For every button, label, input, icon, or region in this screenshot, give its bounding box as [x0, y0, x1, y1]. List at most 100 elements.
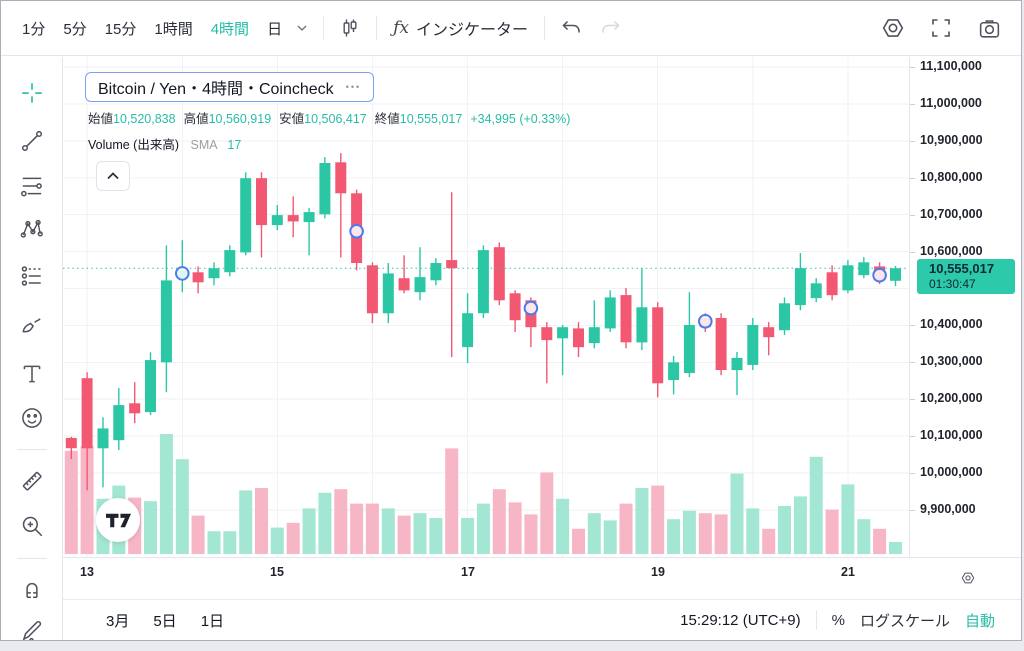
percent-scale-button[interactable]: % [831, 611, 845, 629]
timeframe-group: 1分 5分 15分 1時間 4時間日 [13, 11, 291, 45]
ohlc-value: 10,520,838 [113, 112, 176, 126]
xabcd-pattern-icon [20, 219, 43, 238]
price-tick-mark [910, 67, 915, 68]
price-tick-label: 11,100,000 [920, 59, 982, 73]
price-axis[interactable]: 10,555,017 01:30:47 11,100,000 11,000,000… [909, 57, 1021, 557]
fib-retracement-tool-button[interactable] [18, 172, 46, 200]
trend-line-tool-button[interactable] [18, 127, 46, 155]
chart-style-button[interactable] [334, 12, 366, 44]
undo-icon [562, 20, 580, 33]
magnet-tool-button[interactable] [18, 574, 46, 602]
volume-legend-row: Volume (出来高) SMA 17 [88, 134, 570, 153]
time-tick-label: 13 [80, 565, 94, 579]
gear-icon [961, 572, 975, 584]
brush-tool-button[interactable] [18, 309, 46, 337]
text-tool-button[interactable] [18, 360, 46, 388]
price-tick-mark [910, 362, 915, 363]
candlestick-chart[interactable] [63, 57, 909, 557]
more-options-icon[interactable]: ••• [345, 82, 362, 92]
trade-marker[interactable] [175, 266, 190, 281]
price-tick-label: 10,200,000 [920, 391, 983, 405]
ruler-icon [22, 471, 42, 491]
toolbar-divider [543, 16, 545, 40]
price-tick-mark [910, 178, 915, 179]
clock-button[interactable]: 15:29:12 (UTC+9) [680, 611, 801, 629]
time-tick-label: 19 [651, 565, 665, 579]
trade-marker[interactable] [349, 224, 364, 239]
brush-icon [22, 318, 41, 333]
bar-countdown: 01:30:47 [929, 276, 976, 291]
timeframe-button[interactable]: 4時間 [202, 11, 258, 45]
forecast-tool-button[interactable] [18, 262, 46, 290]
indicators-button[interactable]: ƒx インジケーター [387, 11, 534, 45]
timeframe-button[interactable]: 日 [258, 11, 291, 45]
price-tick-mark [910, 473, 915, 474]
ruler-tool-button[interactable] [18, 467, 46, 495]
date-range-button[interactable]: 1日 [192, 607, 233, 634]
price-tick-mark [910, 399, 915, 400]
fullscreen-button[interactable] [925, 12, 957, 44]
price-tick-label: 10,600,000 [920, 244, 983, 258]
text-icon [23, 365, 41, 383]
camera-button[interactable] [973, 12, 1005, 44]
date-range-button[interactable]: 3月 [97, 607, 138, 634]
auto-scale-button[interactable]: 自動 [965, 610, 995, 631]
price-tick-label: 10,100,000 [920, 428, 983, 442]
chart-legend: Bitcoin / Yen・4時間・Coincheck ••• 始値10,520… [85, 72, 570, 153]
last-price-badge: 10,555,017 01:30:47 [917, 259, 1015, 294]
candlestick-style-icon [343, 19, 357, 37]
axis-settings-button[interactable] [954, 564, 982, 592]
fx-icon: ƒx [393, 18, 409, 38]
ohlc-label: 高値 [183, 112, 209, 126]
date-range-button[interactable]: 5日 [144, 607, 185, 634]
candles-series [65, 153, 901, 491]
top-toolbar: 1分 5分 15分 1時間 4時間日 ƒx インジケーター [1, 1, 1021, 56]
timeframe-menu-button[interactable] [291, 12, 313, 44]
last-price-value: 10,555,017 [929, 261, 995, 276]
pencil-icon [22, 621, 42, 640]
price-tick-label: 10,700,000 [920, 207, 983, 221]
price-tick-label: 10,400,000 [920, 317, 983, 331]
log-scale-button[interactable]: ログスケール [860, 610, 950, 631]
chevron-up-icon [107, 172, 119, 180]
timeframe-button[interactable]: 5分 [54, 11, 95, 45]
crosshair-tool-button[interactable] [18, 79, 46, 107]
bottom-right-group: 15:29:12 (UTC+9) % ログスケール 自動 [680, 610, 995, 631]
pencil-tool-button[interactable] [18, 617, 46, 640]
undo-button[interactable] [555, 12, 587, 44]
redo-button[interactable] [595, 12, 627, 44]
change-value: +34,995 (+0.33%) [470, 112, 571, 126]
price-tick-label: 9,900,000 [920, 502, 976, 516]
ohlc-values-row: 始値10,520,838 高値10,560,919 安値10,506,417 終値10… [88, 108, 570, 127]
toolbar-divider [376, 16, 378, 40]
settings-button[interactable] [877, 12, 909, 44]
toolbar-divider [17, 449, 47, 450]
symbol-title-pill[interactable]: Bitcoin / Yen・4時間・Coincheck ••• [85, 72, 375, 102]
xabcd-pattern-tool-button[interactable] [18, 215, 46, 243]
toolbar-right-group [877, 12, 1005, 44]
date-range-group: 3月 5日 1日 [97, 607, 233, 634]
sma-value: 17 [227, 138, 242, 152]
trade-marker[interactable] [523, 300, 539, 316]
footer-divider [815, 610, 817, 630]
redo-icon [602, 20, 620, 33]
timeframe-button[interactable]: 15分 [96, 11, 146, 45]
price-tick-mark [910, 510, 915, 511]
emoji-icon [22, 408, 42, 428]
ohlc-label: 安値 [279, 112, 305, 126]
timeframe-button[interactable]: 1時間 [145, 11, 201, 45]
zoom-in-tool-button[interactable] [18, 512, 46, 540]
trade-marker[interactable] [698, 314, 713, 329]
timeframe-button[interactable]: 1分 [13, 11, 54, 45]
ohlc-value: 10,555,017 [399, 112, 463, 126]
ohlc-label: 終値 [374, 112, 400, 126]
legend-collapse-button[interactable] [96, 161, 130, 191]
ohlc-value: 10,506,417 [304, 112, 367, 126]
forecast-icon [21, 266, 41, 286]
time-axis[interactable]: 13 15 17 19 21 [63, 557, 1021, 599]
emoji-tool-button[interactable] [18, 404, 46, 432]
drawing-toolbar [1, 57, 63, 640]
trade-marker[interactable] [872, 267, 887, 283]
tradingview-logo-watermark[interactable] [96, 498, 140, 542]
price-tick-label: 10,800,000 [920, 170, 983, 184]
